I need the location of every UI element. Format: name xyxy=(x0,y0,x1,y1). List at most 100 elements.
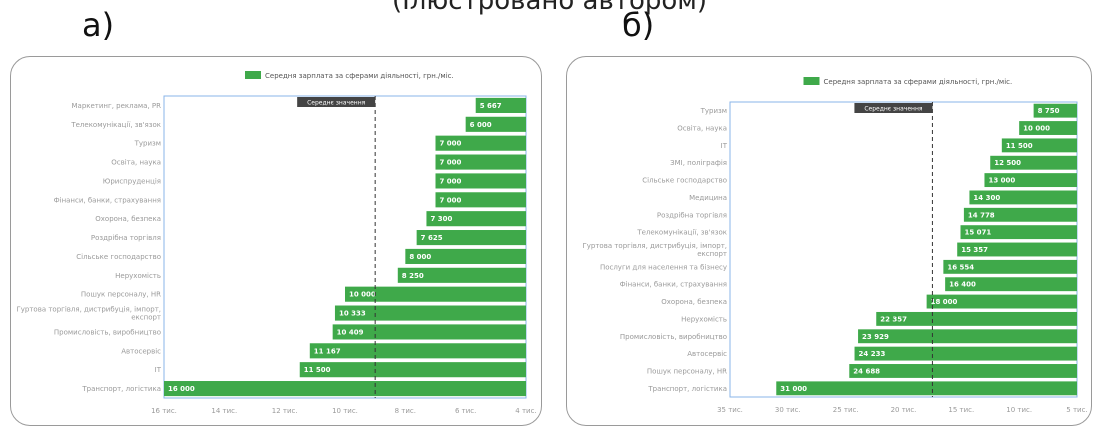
panel-label-b: б) xyxy=(622,6,655,44)
category-label: Маркетинг, реклама, PR xyxy=(72,102,162,110)
panel-label-a: а) xyxy=(82,6,115,44)
bar xyxy=(957,242,1077,257)
plot-area-frame xyxy=(163,95,527,399)
x-tick-label: 10 тис. xyxy=(332,407,358,415)
bar xyxy=(1019,121,1077,135)
bar-value-label: 7 000 xyxy=(440,177,462,185)
chart-card-a: Середня зарплата за сферами діяльності, … xyxy=(10,56,542,426)
bar-value-label: 8 250 xyxy=(402,272,424,280)
category-label: Сільське господарство xyxy=(642,177,727,185)
average-label-bg xyxy=(854,103,933,113)
bar-value-label: 11 167 xyxy=(314,347,341,355)
bar xyxy=(984,173,1077,188)
x-tick-label: 4 тис. xyxy=(515,407,536,415)
category-label: Транспорт, логістика xyxy=(81,385,161,393)
x-tick-label: 20 тис. xyxy=(891,406,917,414)
x-tick-label: 6 тис. xyxy=(455,407,476,415)
bar xyxy=(945,277,1077,292)
chart-card-b: Середня зарплата за сферами діяльності, … xyxy=(566,56,1092,426)
category-label: Освіта, наука xyxy=(111,159,161,167)
category-label: Юриспруденція xyxy=(103,177,161,185)
average-label: Середнє значення xyxy=(864,106,923,113)
bar xyxy=(345,286,526,302)
x-tick-label: 10 тис. xyxy=(1006,406,1032,414)
category-label: Туризм xyxy=(134,140,161,148)
bar-value-label: 14 300 xyxy=(973,194,1000,202)
bar xyxy=(435,154,526,170)
bar-value-label: 8 750 xyxy=(1038,107,1060,115)
bar xyxy=(405,248,526,264)
bar-value-label: 8 000 xyxy=(409,253,431,261)
bar-value-label: 10 409 xyxy=(337,328,364,336)
x-tick-label: 8 тис. xyxy=(395,407,416,415)
bar-value-label: 10 000 xyxy=(1023,125,1050,133)
chart-a-svg: Середня зарплата за сферами діяльності, … xyxy=(16,71,537,415)
x-tick-label: 14 тис. xyxy=(211,407,237,415)
bar xyxy=(435,192,526,208)
category-label: Гуртова торгівля, дистрибуція, імпорт, ек… xyxy=(16,306,161,322)
category-label: Автосервіс xyxy=(687,350,727,358)
category-label: Телекомунікації, зв'язок xyxy=(636,229,727,237)
bar xyxy=(849,364,1077,378)
category-label: Гуртова торгівля, дистрибуція, імпорт, ек… xyxy=(582,242,727,258)
bar-value-label: 12 500 xyxy=(994,159,1021,167)
category-label: Охорона, безпека xyxy=(661,298,727,306)
bar-value-label: 6 000 xyxy=(470,121,492,129)
bar xyxy=(397,267,526,283)
bar xyxy=(926,294,1077,309)
bar xyxy=(963,207,1077,222)
category-label: Промисловість, виробництво xyxy=(54,328,161,336)
average-label-bg xyxy=(297,97,376,107)
category-label: Роздрібна торгівля xyxy=(91,234,161,242)
caption-top: (Ілюстровано автором) xyxy=(391,0,708,16)
bar xyxy=(332,324,526,340)
category-label: IT xyxy=(721,142,728,150)
bar-value-label: 15 357 xyxy=(961,246,988,254)
bar-value-label: 7 000 xyxy=(440,140,462,148)
bar xyxy=(309,343,526,359)
legend-swatch xyxy=(245,71,261,79)
bar xyxy=(1001,138,1077,153)
bar-value-label: 10 000 xyxy=(349,291,376,299)
bar xyxy=(334,305,526,321)
bar-value-label: 7 000 xyxy=(440,196,462,204)
bar-value-label: 24 233 xyxy=(859,350,886,358)
bar-value-label: 22 357 xyxy=(880,315,907,323)
category-label: Медицина xyxy=(689,194,727,202)
bar xyxy=(876,311,1077,326)
bar xyxy=(435,173,526,189)
chart-b-svg: Середня зарплата за сферами діяльності, … xyxy=(582,77,1088,414)
bar xyxy=(1033,103,1077,118)
legend-swatch xyxy=(803,77,820,85)
x-tick-label: 16 тис. xyxy=(151,407,177,415)
bar-value-label: 14 778 xyxy=(968,211,995,219)
bar xyxy=(943,259,1077,274)
bar-value-label: 16 400 xyxy=(949,281,976,289)
bar-value-label: 31 000 xyxy=(780,385,807,393)
category-label: Охорона, безпека xyxy=(95,215,161,223)
category-label: Освіта, наука xyxy=(677,125,727,133)
category-label: Роздрібна торгівля xyxy=(657,211,727,219)
category-label: Автосервіс xyxy=(121,347,161,355)
average-label: Середнє значення xyxy=(307,100,366,107)
bar xyxy=(164,381,526,397)
bar-value-label: 15 071 xyxy=(965,229,992,237)
bar xyxy=(854,346,1077,361)
x-tick-label: 25 тис. xyxy=(833,406,859,414)
bar xyxy=(475,97,526,113)
category-label: Телекомунікації, зв'язок xyxy=(70,121,161,129)
bar-value-label: 13 000 xyxy=(988,177,1015,185)
x-tick-label: 30 тис. xyxy=(775,406,801,414)
category-label: Фінанси, банки, страхування xyxy=(620,281,727,289)
bar xyxy=(465,116,526,132)
bar-value-label: 7 000 xyxy=(440,159,462,167)
category-label: Туризм xyxy=(700,107,727,115)
category-label: Транспорт, логістика xyxy=(647,385,727,393)
bar-value-label: 18 000 xyxy=(931,298,958,306)
x-tick-label: 12 тис. xyxy=(272,407,298,415)
bar xyxy=(299,362,526,378)
bar-value-label: 11 500 xyxy=(304,366,331,374)
bar xyxy=(990,155,1077,170)
bar-value-label: 7 300 xyxy=(430,215,452,223)
bar xyxy=(969,190,1077,205)
